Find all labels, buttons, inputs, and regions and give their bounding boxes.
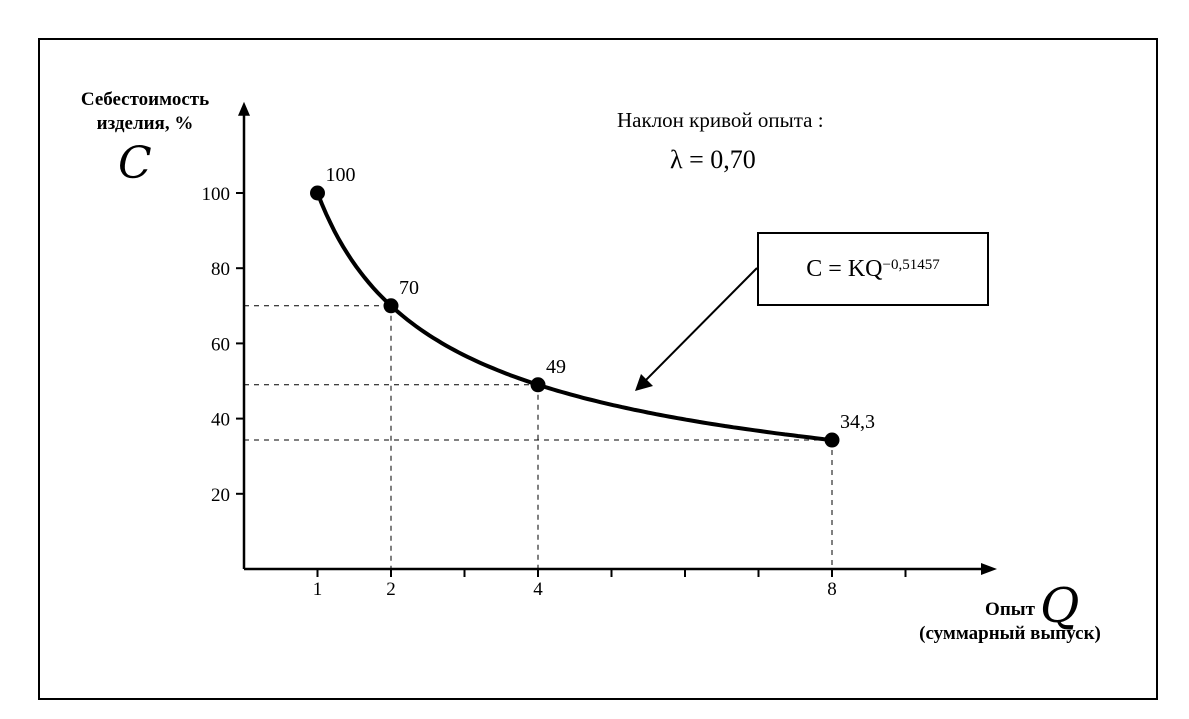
x-axis-label-line1: Опыт (985, 599, 1035, 620)
x-tick-label: 2 (386, 579, 396, 600)
series-line (315, 192, 833, 442)
data-label: 100 (326, 164, 356, 186)
y-axis-symbol: C (118, 138, 152, 189)
axes: 20 40 60 80 100 1 2 4 8 (202, 101, 997, 600)
formula-arrowhead (635, 374, 653, 391)
y-tick-label: 40 (211, 410, 230, 431)
x-tick-label: 1 (313, 579, 323, 600)
data-label: 49 (546, 356, 566, 378)
data-point (530, 377, 546, 393)
formula-arrow (641, 267, 758, 385)
slope-value: λ = 0,70 (670, 145, 756, 174)
x-axis-symbol: Q (1040, 578, 1080, 634)
x-axis-arrowhead (981, 563, 997, 575)
formula-box: C = KQ −0,51457 (757, 232, 989, 306)
x-tick-label: 4 (533, 579, 543, 600)
marks: 100 70 49 34,3 (310, 164, 875, 448)
y-tick-label: 100 (202, 184, 231, 205)
reference-lines (244, 305, 833, 569)
data-point (824, 432, 840, 448)
slope-title: Наклон кривой опыта : (617, 108, 824, 132)
y-axis-arrowhead (238, 101, 250, 116)
curve-group (315, 192, 833, 442)
formula-exponent: −0,51457 (882, 256, 940, 273)
data-label: 34,3 (840, 411, 875, 433)
data-label: 70 (399, 277, 419, 299)
data-point (310, 185, 325, 201)
figure-frame (38, 38, 1158, 700)
x-axis-label: Опыт (суммарный выпуск) (850, 598, 1170, 646)
y-tick-label: 80 (211, 259, 230, 280)
y-axis-label: Себестоимость изделия, % (80, 89, 210, 134)
data-point (383, 298, 399, 314)
y-tick-label: 20 (211, 485, 230, 506)
formula-base: C = KQ (806, 255, 883, 282)
x-axis-label-line2: (суммарный выпуск) (919, 623, 1101, 644)
y-tick-label: 60 (211, 334, 230, 355)
x-tick-label: 8 (827, 579, 837, 600)
